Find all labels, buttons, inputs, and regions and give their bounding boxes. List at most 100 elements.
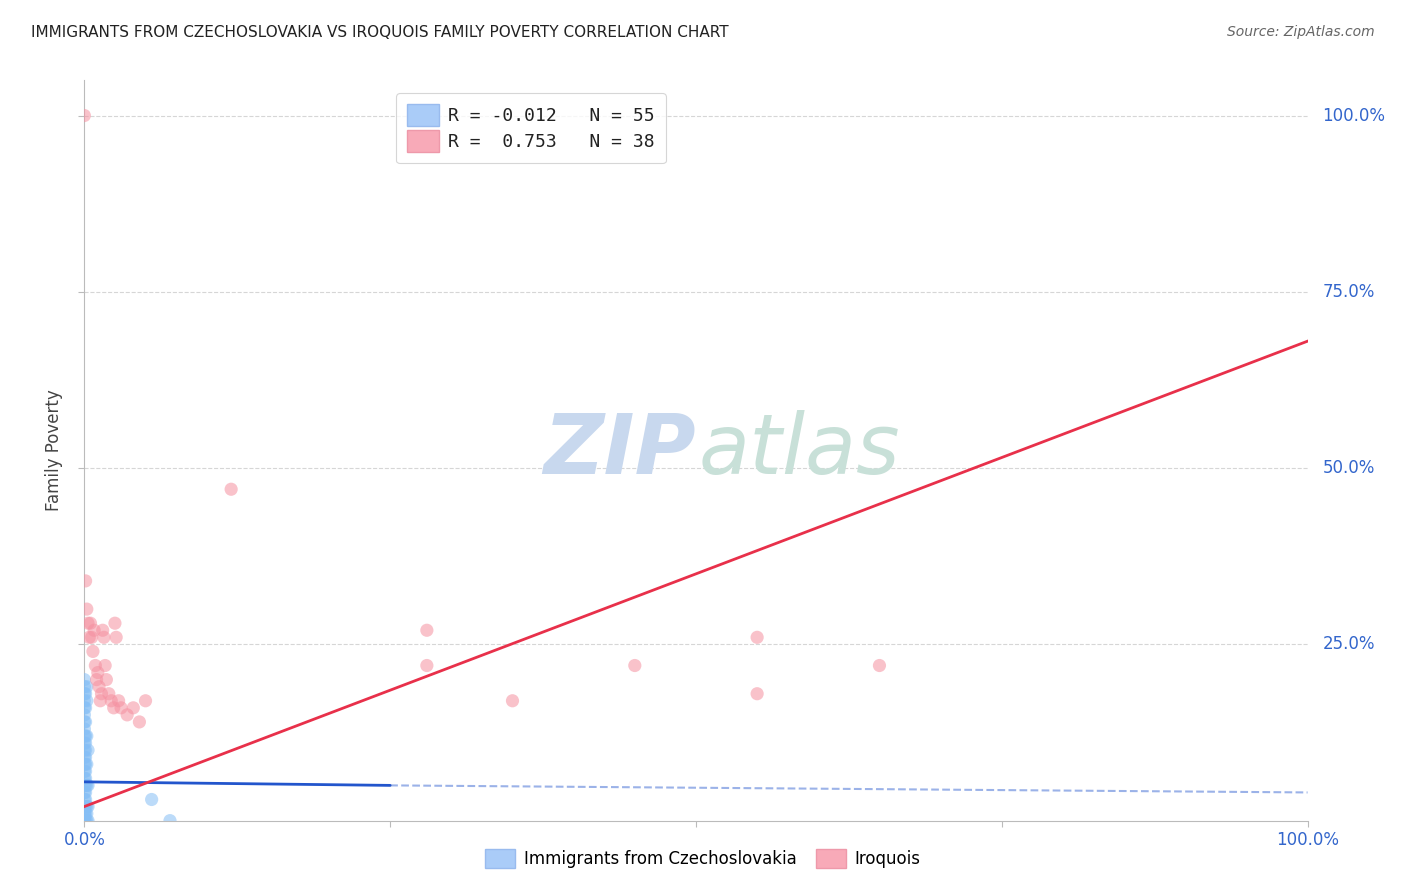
Point	[159, 814, 181, 828]
Point	[73, 680, 96, 694]
Point	[75, 701, 97, 715]
Point	[90, 687, 112, 701]
Point	[75, 772, 97, 786]
Text: 25.0%: 25.0%	[1322, 635, 1375, 653]
Point	[89, 694, 111, 708]
Point	[76, 814, 98, 828]
Point	[75, 574, 97, 588]
Point	[219, 482, 242, 496]
Point	[73, 707, 96, 722]
Point	[73, 799, 96, 814]
Point	[624, 658, 647, 673]
Point	[76, 729, 98, 743]
Text: ZIP: ZIP	[543, 410, 696, 491]
Point	[77, 616, 100, 631]
Y-axis label: Family Poverty: Family Poverty	[45, 390, 63, 511]
Point	[75, 729, 97, 743]
Point	[73, 814, 96, 828]
Point	[91, 624, 114, 638]
Point	[73, 778, 96, 792]
Point	[87, 680, 110, 694]
Point	[75, 814, 97, 828]
Point	[97, 687, 120, 701]
Point	[86, 673, 108, 687]
Point	[128, 714, 150, 729]
Text: 75.0%: 75.0%	[1322, 283, 1375, 301]
Point	[77, 814, 100, 828]
Point	[79, 616, 101, 631]
Point	[87, 665, 110, 680]
Point	[73, 757, 96, 772]
Point	[84, 658, 107, 673]
Point	[75, 714, 97, 729]
Point	[75, 792, 97, 806]
Point	[73, 814, 96, 828]
Point	[73, 750, 96, 764]
Text: 50.0%: 50.0%	[1322, 459, 1375, 477]
Point	[76, 806, 98, 821]
Point	[502, 694, 524, 708]
Point	[73, 673, 96, 687]
Point	[75, 757, 97, 772]
Point	[75, 778, 97, 792]
Text: 100.0%: 100.0%	[1322, 106, 1385, 125]
Point	[104, 616, 127, 631]
Legend: R = -0.012   N = 55, R =  0.753   N = 38: R = -0.012 N = 55, R = 0.753 N = 38	[396, 93, 666, 163]
Point	[416, 658, 439, 673]
Point	[747, 630, 769, 644]
Point	[73, 764, 96, 779]
Point	[93, 630, 115, 644]
Point	[73, 701, 96, 715]
Point	[75, 750, 97, 764]
Point	[141, 792, 163, 806]
Point	[76, 602, 98, 616]
Point	[73, 785, 96, 799]
Point	[73, 722, 96, 736]
Point	[105, 630, 128, 644]
Point	[77, 799, 100, 814]
Point	[73, 806, 96, 821]
Point	[107, 694, 129, 708]
Point	[77, 778, 100, 792]
Point	[76, 694, 98, 708]
Point	[76, 778, 98, 792]
Point	[76, 799, 98, 814]
Point	[110, 701, 132, 715]
Point	[75, 736, 97, 750]
Point	[75, 687, 97, 701]
Point	[76, 757, 98, 772]
Point	[73, 772, 96, 786]
Point	[75, 764, 97, 779]
Text: Source: ZipAtlas.com: Source: ZipAtlas.com	[1227, 25, 1375, 39]
Point	[73, 714, 96, 729]
Point	[77, 743, 100, 757]
Point	[100, 694, 122, 708]
Point	[103, 701, 125, 715]
Point	[75, 743, 97, 757]
Point	[76, 680, 98, 694]
Point	[83, 624, 105, 638]
Point	[80, 630, 103, 644]
Point	[73, 743, 96, 757]
Point	[115, 707, 138, 722]
Point	[122, 701, 145, 715]
Point	[73, 109, 96, 123]
Point	[94, 658, 117, 673]
Text: IMMIGRANTS FROM CZECHOSLOVAKIA VS IROQUOIS FAMILY POVERTY CORRELATION CHART: IMMIGRANTS FROM CZECHOSLOVAKIA VS IROQUO…	[31, 25, 728, 40]
Point	[416, 624, 439, 638]
Point	[75, 799, 97, 814]
Point	[73, 799, 96, 814]
Point	[73, 729, 96, 743]
Text: atlas: atlas	[699, 410, 900, 491]
Point	[96, 673, 118, 687]
Point	[75, 785, 97, 799]
Point	[75, 806, 97, 821]
Point	[73, 687, 96, 701]
Point	[869, 658, 891, 673]
Point	[73, 736, 96, 750]
Legend: Immigrants from Czechoslovakia, Iroquois: Immigrants from Czechoslovakia, Iroquois	[478, 843, 928, 875]
Point	[77, 630, 100, 644]
Point	[73, 814, 96, 828]
Point	[135, 694, 157, 708]
Point	[82, 644, 104, 658]
